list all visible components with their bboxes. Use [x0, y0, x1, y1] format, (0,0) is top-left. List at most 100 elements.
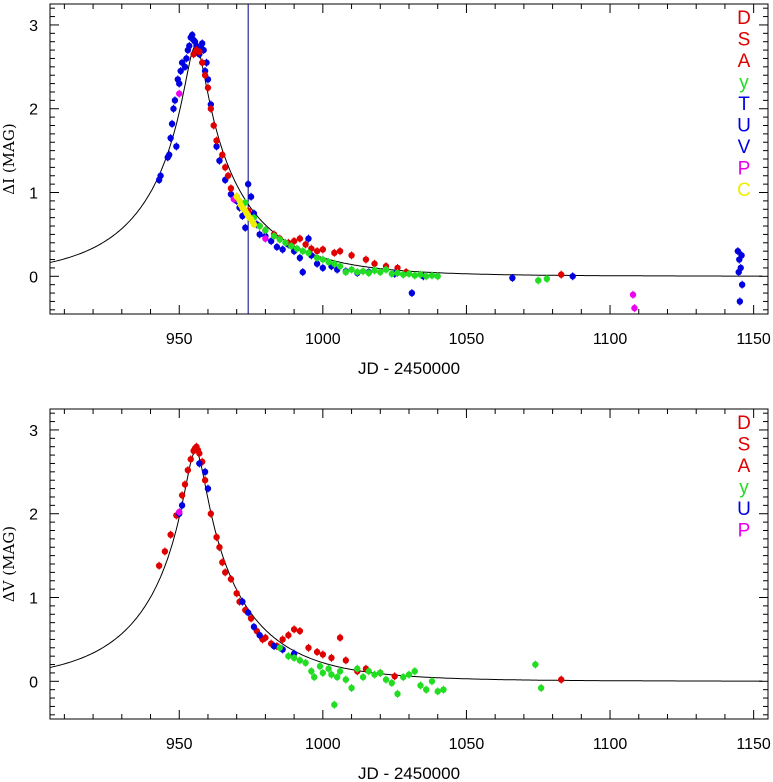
data-point-green: [319, 669, 327, 677]
legend-entry: A: [738, 51, 751, 72]
data-point-green: [262, 227, 269, 234]
data-point-blue: [173, 143, 180, 150]
data-point-red: [336, 247, 344, 255]
x-tick-label: 950: [166, 736, 193, 753]
data-point-blue: [167, 134, 174, 142]
data-point-green: [377, 669, 384, 677]
data-point-green: [428, 272, 436, 279]
data-point-green: [325, 665, 332, 672]
data-point-red: [305, 644, 312, 651]
data-point-green: [371, 671, 378, 678]
data-point-red: [290, 626, 298, 633]
data-point-red: [302, 241, 309, 248]
data-point-blue: [213, 143, 220, 150]
data-point-green: [405, 671, 413, 678]
data-point-green: [270, 232, 278, 240]
data-point-red: [313, 247, 321, 255]
y-tick-label: 0: [29, 269, 38, 286]
data-point-red: [227, 185, 235, 192]
x-tick-label: 950: [166, 331, 193, 348]
data-point-green: [348, 266, 355, 273]
data-point-blue: [183, 55, 190, 62]
data-point-green: [382, 676, 390, 683]
data-point-red: [184, 466, 192, 474]
data-point-green: [290, 654, 298, 662]
data-point-green: [336, 263, 344, 270]
data-point-blue: [171, 97, 179, 104]
data-point-blue: [250, 623, 258, 631]
data-point-red: [285, 632, 292, 639]
data-point-blue: [279, 246, 286, 253]
x-tick-label: 1150: [736, 736, 771, 753]
data-point-red: [319, 246, 327, 253]
data-point-green: [308, 668, 315, 675]
data-point-green: [535, 277, 542, 284]
x-tick-label: 1100: [593, 736, 628, 753]
data-point-green: [328, 671, 335, 678]
data-point-red: [371, 260, 378, 267]
data-point-blue: [408, 289, 416, 297]
data-point-green: [434, 273, 441, 280]
y-axis-title: ΔV (MAG): [0, 526, 18, 602]
data-point-blue: [509, 274, 516, 282]
data-point-green: [302, 659, 309, 667]
data-point-green: [331, 701, 338, 708]
data-point-blue: [256, 231, 263, 238]
data-point-red: [207, 105, 215, 112]
data-point-green: [331, 260, 338, 267]
data-point-blue: [242, 224, 249, 231]
legend-entry: V: [738, 137, 751, 158]
data-point-blue: [178, 502, 186, 509]
y-axis-title: ΔI (MAG): [0, 123, 18, 194]
y-tick-label: 3: [29, 423, 38, 440]
x-tick-label: 1000: [305, 331, 341, 348]
data-point-blue: [256, 632, 263, 639]
data-point-red: [155, 562, 163, 569]
data-point-red: [213, 533, 220, 541]
data-point-blue: [735, 268, 742, 276]
data-point-blue: [181, 63, 189, 71]
data-point-green: [342, 268, 350, 276]
data-point-green: [285, 652, 292, 660]
x-tick-label: 1100: [593, 331, 628, 348]
data-point-red: [201, 477, 209, 484]
data-point-green: [299, 247, 306, 255]
data-point-green: [423, 273, 430, 280]
data-point-green: [288, 242, 295, 250]
data-point-red: [262, 634, 269, 641]
data-point-blue: [736, 298, 744, 305]
data-point-red: [342, 657, 350, 664]
data-point-green: [354, 268, 361, 276]
data-point-green: [359, 268, 367, 275]
data-point-magenta: [176, 508, 183, 516]
data-point-blue: [177, 67, 184, 75]
data-point-red: [362, 256, 370, 263]
data-point-green: [440, 686, 447, 693]
data-point-green: [276, 236, 283, 243]
data-point-blue: [319, 264, 327, 272]
data-point-blue: [165, 151, 173, 159]
x-tick-label: 1050: [449, 331, 485, 348]
data-point-green: [365, 269, 372, 277]
y-tick-label: 0: [29, 674, 38, 691]
data-point-red: [279, 636, 286, 643]
data-point-green: [388, 679, 395, 687]
data-point-green: [305, 249, 312, 257]
data-point-blue: [299, 268, 306, 276]
data-point-red: [207, 510, 215, 517]
data-point-red: [319, 651, 327, 658]
legend-entry: y: [739, 478, 749, 499]
data-point-green: [400, 271, 407, 278]
data-point-blue: [196, 460, 203, 467]
data-point-blue: [199, 40, 206, 47]
data-point-red: [290, 237, 298, 245]
data-point-red: [199, 59, 206, 66]
legend-entry: S: [738, 30, 751, 51]
x-tick-label: 1050: [449, 736, 485, 753]
x-tick-label: 1000: [305, 736, 341, 753]
data-point-blue: [305, 235, 312, 242]
data-point-red: [313, 648, 321, 656]
data-point-red: [213, 137, 220, 144]
data-point-blue: [157, 172, 164, 179]
data-point-green: [336, 668, 344, 675]
